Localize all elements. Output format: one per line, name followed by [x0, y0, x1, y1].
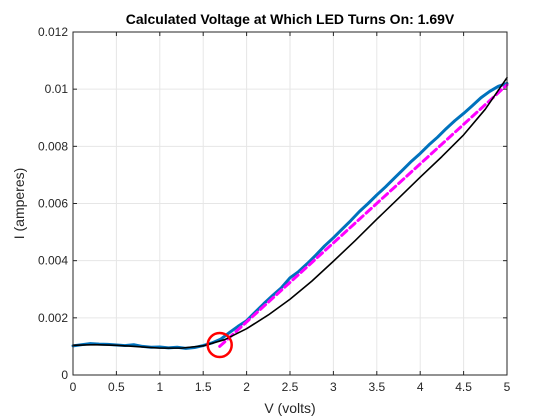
y-tick-label: 0.012 — [38, 25, 68, 39]
x-tick-label: 4 — [417, 380, 424, 394]
x-tick-label: 3 — [330, 380, 337, 394]
y-tick-label: 0.008 — [38, 139, 68, 153]
tick-layer: 0 0.5 1 1.5 2 2.5 3 3.5 4 4.5 5 0 0.002 0.004 0.006 0.0… — [38, 25, 511, 394]
x-tick-label: 4.5 — [455, 380, 472, 394]
y-tick-label: 0.006 — [38, 197, 68, 211]
y-axis-label: I (amperes) — [11, 168, 27, 240]
turn-on-marker-circle — [206, 331, 233, 359]
x-tick-label: 2 — [243, 380, 250, 394]
y-tick-label: 0.002 — [38, 311, 68, 325]
series-line-smooth-fit — [72, 76, 508, 349]
plot-layer — [71, 76, 509, 359]
x-tick-label: 3.5 — [368, 380, 385, 394]
x-axis-label: V (volts) — [264, 400, 315, 416]
x-tick-label: 1 — [156, 380, 163, 394]
chart-title: Calculated Voltage at Which LED Turns On… — [126, 11, 455, 27]
x-tick-label: 0 — [70, 380, 77, 394]
x-tick-label: 0.5 — [108, 380, 125, 394]
y-tick-label: 0 — [61, 368, 68, 382]
y-tick-label: 0.01 — [45, 82, 69, 96]
x-tick-label: 2.5 — [282, 380, 299, 394]
x-tick-label: 1.5 — [195, 380, 212, 394]
series-line-linear-fit — [218, 83, 509, 348]
y-tick-label: 0.004 — [38, 254, 68, 268]
x-tick-label: 5 — [504, 380, 511, 394]
